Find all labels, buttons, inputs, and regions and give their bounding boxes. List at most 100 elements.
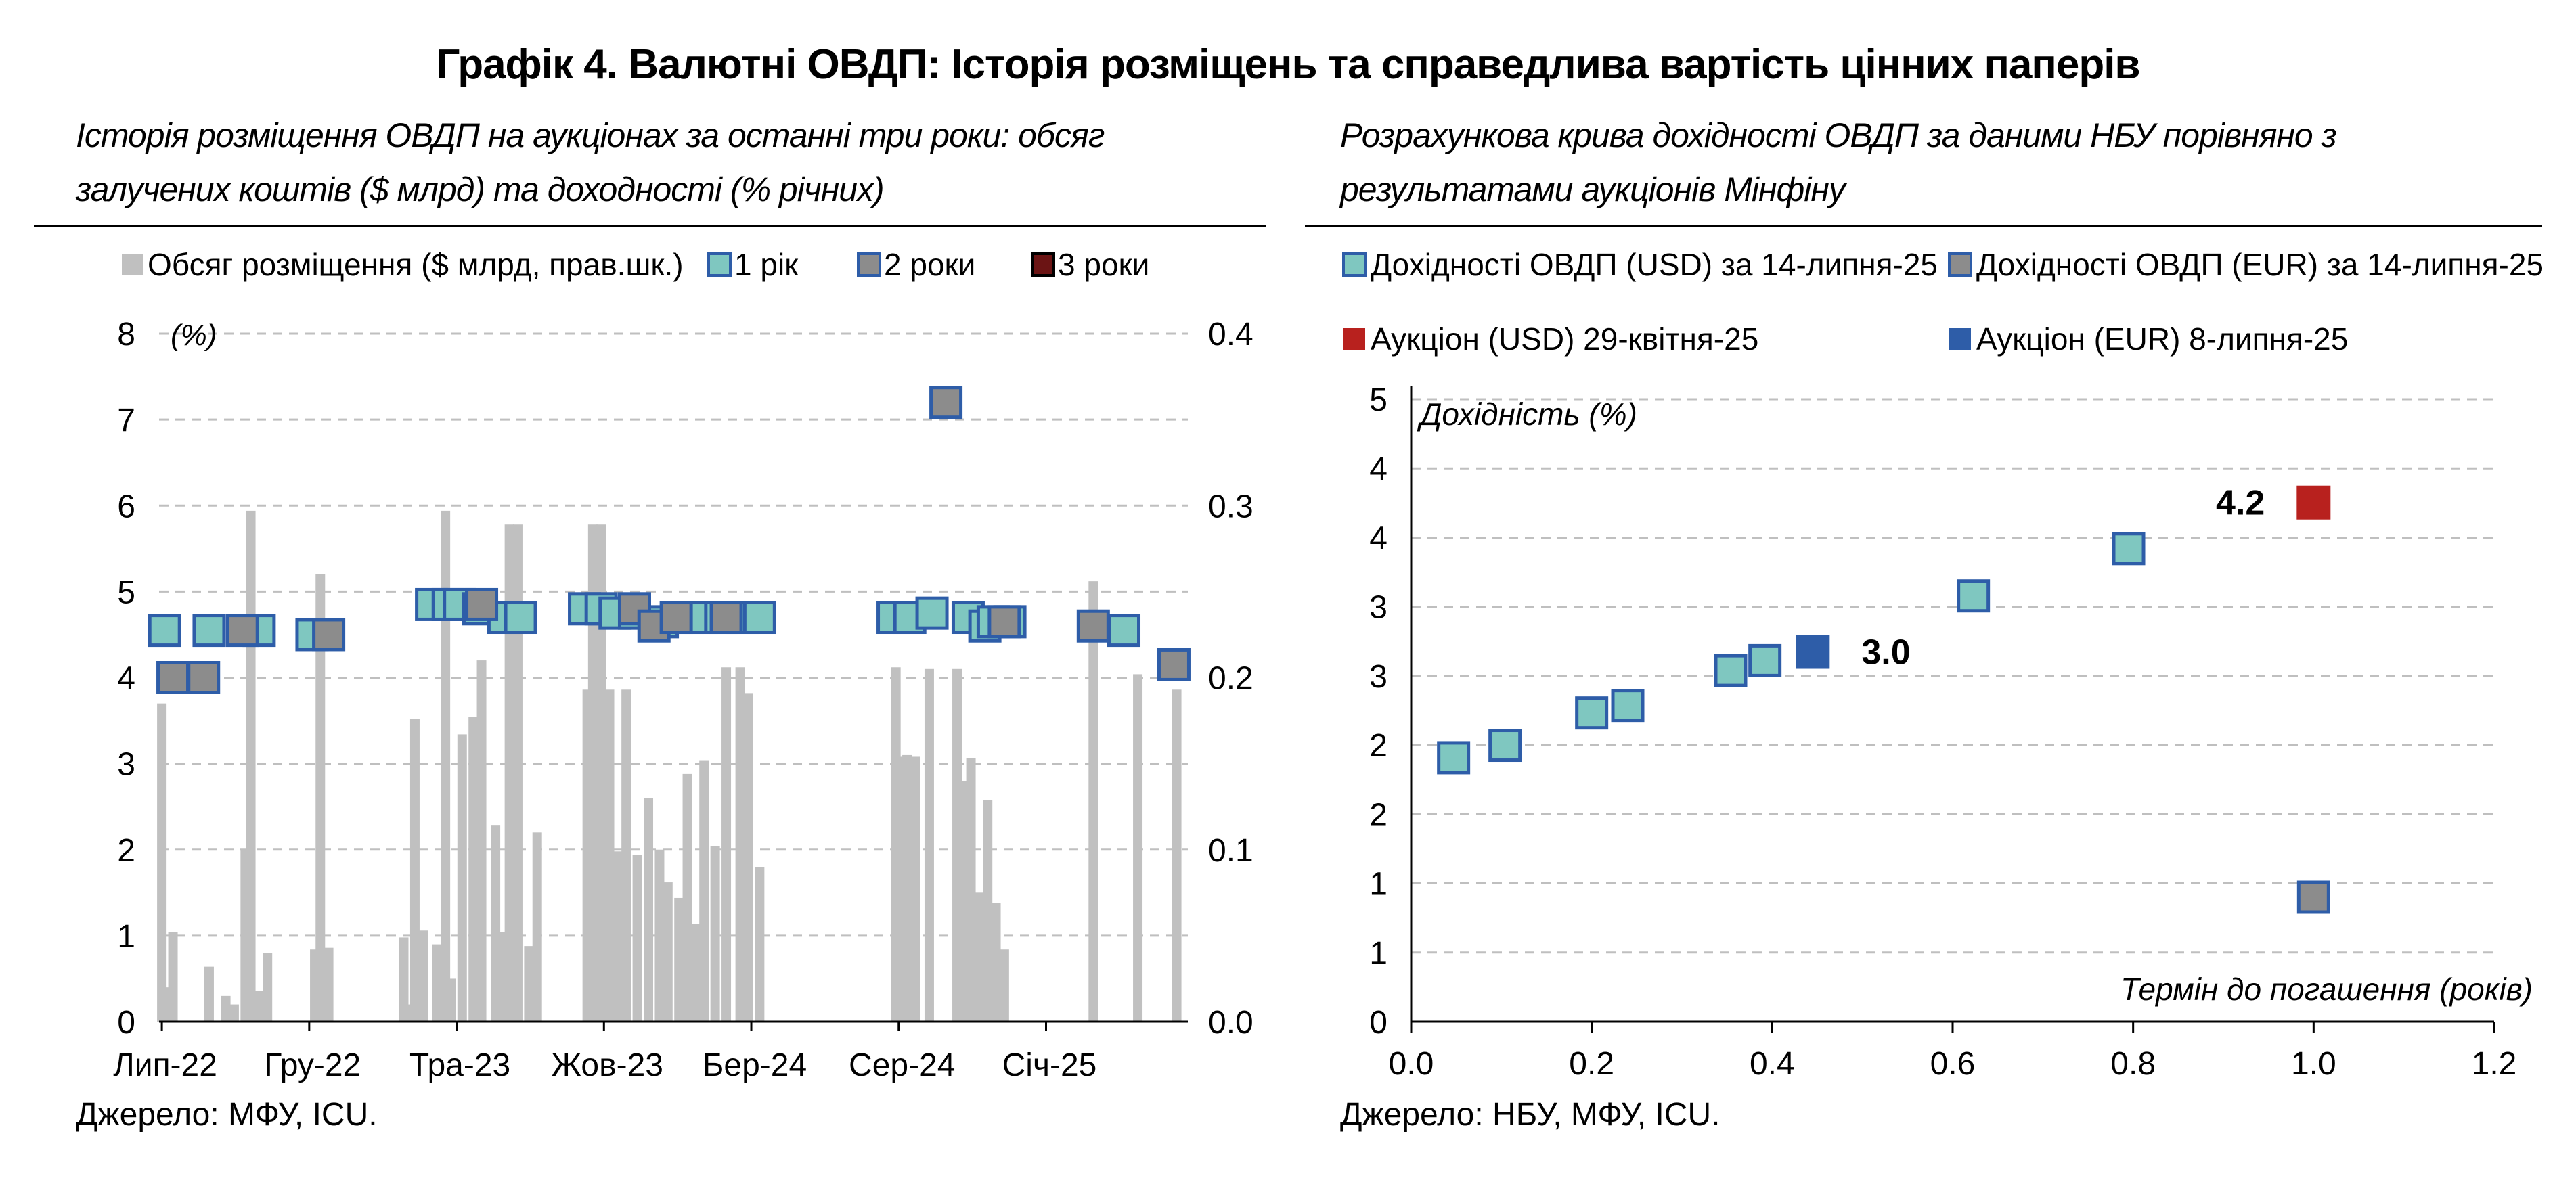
eur-yield-marker xyxy=(2296,880,2330,914)
left-x-tick-label: Гру-22 xyxy=(264,1047,361,1083)
placement-volume-bar xyxy=(204,966,214,1022)
left-chart-subtitle: Історія розміщення ОВДП на аукціонах за … xyxy=(76,116,1105,208)
right-y-tick-label: 3 xyxy=(1369,659,1387,695)
yield-marker-1y xyxy=(742,601,776,635)
left-y-tick-label: 4 xyxy=(117,661,135,697)
yield-marker-2y xyxy=(929,386,963,419)
yield-marker-1y xyxy=(192,614,226,648)
yield-marker-2y xyxy=(987,605,1021,639)
placement-volume-bar xyxy=(524,946,534,1022)
yield-marker-1y xyxy=(504,601,537,635)
placement-volume-bar xyxy=(690,924,701,1022)
yield-marker-2y xyxy=(187,661,221,694)
yield-marker-1y xyxy=(148,614,181,648)
legend-usd-yields-swatch xyxy=(1342,252,1367,277)
usd-yield-marker xyxy=(1611,689,1645,723)
placement-volume-bar xyxy=(587,524,598,1022)
right-y-tick-label: 2 xyxy=(1369,797,1387,833)
placement-volume-bar xyxy=(221,995,231,1022)
placement-volume-bar xyxy=(246,510,256,1022)
left-y-tick-label: 5 xyxy=(117,574,135,610)
placement-volume-bar xyxy=(432,944,442,1022)
page-title: Графік 4. Валютні ОВДП: Історія розміщен… xyxy=(436,41,2140,88)
legend-usd-auction-label: Аукціон (USD) 29-квітня-25 xyxy=(1371,321,1758,357)
left-y-tick-label: 6 xyxy=(117,489,135,524)
left-y-tick-label: 3 xyxy=(117,747,135,783)
placement-volume-bar xyxy=(999,949,1009,1022)
legend-2y-swatch xyxy=(857,252,881,277)
legend-1y-label: 1 рік xyxy=(734,247,799,282)
placement-volume-bar xyxy=(468,717,479,1022)
placement-volume-bar xyxy=(157,703,167,1022)
placement-volume-bar xyxy=(263,953,273,1022)
placement-volume-bar xyxy=(674,897,684,1022)
legend-usd-yields-label: Дохідності ОВДП (USD) за 14-липня-25 xyxy=(1371,247,1938,282)
right-y-axis-label: Дохідність (%) xyxy=(1417,396,1637,432)
placement-volume-bar xyxy=(721,667,732,1022)
legend-2y-label: 2 роки xyxy=(884,247,975,282)
eur-auction-marker xyxy=(1796,635,1830,669)
left-x-tick-label: Бер-24 xyxy=(703,1047,807,1083)
placement-volume-bar xyxy=(710,846,720,1022)
right-x-tick-label: 0.8 xyxy=(2110,1046,2156,1082)
right-axis-tick-label: 0.4 xyxy=(1208,317,1253,353)
legend-1y-swatch xyxy=(707,252,732,277)
placement-volume-bar xyxy=(743,693,753,1022)
left-x-tick-label: Лип-22 xyxy=(113,1047,217,1083)
left-y-tick-label: 1 xyxy=(117,919,135,955)
legend-eur-auction-swatch xyxy=(1949,328,1971,350)
left-chart: 0 1 2 3 4 5 6 7 8 0.0 0.1 0.2 0.3 0.4 (%) Лип-22 Гру-22 Т… xyxy=(113,247,1253,1083)
yield-marker-2y xyxy=(465,587,499,621)
placement-volume-bar xyxy=(399,937,409,1022)
right-x-tick-label: 1.2 xyxy=(2472,1046,2517,1082)
placement-volume-bar xyxy=(735,667,745,1022)
right-y-tick-label: 1 xyxy=(1369,867,1387,903)
usd-yield-marker xyxy=(1957,579,1991,613)
left-y-axis-label: (%) xyxy=(171,319,217,352)
left-y-tick-label: 7 xyxy=(117,403,135,438)
right-chart-subtitle: Розрахункова крива дохідності ОВДП за да… xyxy=(1340,116,2337,208)
placement-volume-bar xyxy=(491,825,501,1022)
placement-volume-bar xyxy=(418,930,428,1022)
usd-yield-marker xyxy=(1575,696,1609,730)
right-x-axis-label: Термін до погашення (років) xyxy=(2120,972,2533,1007)
usd-yield-marker xyxy=(1437,741,1471,775)
yield-marker-2y xyxy=(709,601,743,635)
legend-eur-auction-label: Аукціон (EUR) 8-липня-25 xyxy=(1976,321,2348,357)
placement-volume-bar xyxy=(663,882,673,1022)
yield-marker-2y xyxy=(225,614,259,648)
placement-volume-bar xyxy=(983,800,993,1022)
right-y-tick-label: 1 xyxy=(1369,936,1387,972)
placement-volume-bar xyxy=(446,978,456,1022)
placement-volume-bar xyxy=(168,932,178,1022)
right-y-tick-label: 4 xyxy=(1369,451,1387,487)
yield-marker-2y xyxy=(312,618,346,652)
right-title-rule xyxy=(1305,225,2542,227)
left-y-tick-label: 2 xyxy=(117,833,135,869)
left-x-tick-label: Січ-25 xyxy=(1002,1047,1097,1083)
right-x-tick-label: 1.0 xyxy=(2291,1046,2336,1082)
legend-eur-yields-label: Дохідності ОВДП (EUR) за 14-липня-25 xyxy=(1976,247,2544,282)
placement-volume-bar xyxy=(457,734,467,1022)
placement-volume-bar xyxy=(476,660,487,1022)
usd-auction-data-label: 4.2 xyxy=(2216,484,2265,523)
placement-volume-bar xyxy=(315,574,326,1022)
legend-volume-label: Обсяг розміщення ($ млрд, прав.шк.) xyxy=(148,247,684,282)
usd-yield-marker xyxy=(1488,729,1522,763)
right-axis-tick-label: 0.2 xyxy=(1208,661,1253,697)
yield-marker-1y xyxy=(1107,614,1141,648)
left-y-tick-label: 0 xyxy=(117,1005,135,1041)
placement-volume-bar xyxy=(991,903,1001,1022)
legend-3y-label: 3 роки xyxy=(1058,247,1149,282)
yield-marker-2y xyxy=(156,661,190,694)
right-axis-tick-label: 0.0 xyxy=(1208,1005,1253,1041)
right-y-tick-label: 4 xyxy=(1369,520,1387,556)
placement-volume-bar xyxy=(1133,674,1143,1022)
placement-volume-bar xyxy=(604,689,615,1022)
placement-volume-bar xyxy=(1088,581,1098,1022)
placement-volume-bar xyxy=(613,851,623,1022)
placement-volume-bar xyxy=(1172,689,1182,1022)
left-source-note: Джерело: МФУ, ICU. xyxy=(76,1097,378,1133)
placement-volume-bar xyxy=(966,758,976,1022)
